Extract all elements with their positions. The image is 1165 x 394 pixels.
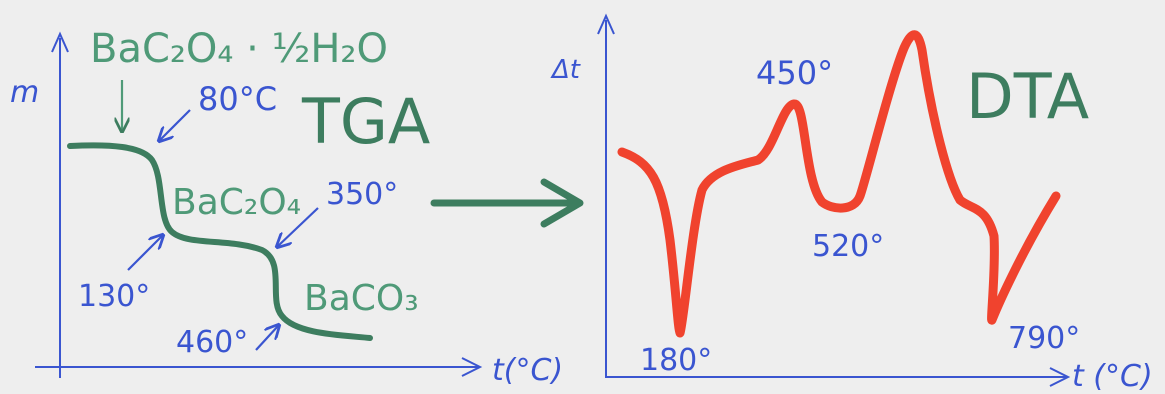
dta-curve [617,30,1061,338]
tga-80-arrow-icon [160,109,191,140]
tga-x-axis-arrow-icon [461,357,483,377]
tga-y-axis-arrow-icon [51,31,69,53]
tga-y-axis-label: m [10,75,39,110]
tga-label-carbonate: BaCO₃ [304,278,419,319]
dta-title: DTA [966,60,1089,133]
tga-temp-460: 460° [176,325,248,360]
dta-peak-790: 790° [1008,321,1080,356]
tga-x-axis-label: t(°C) [492,353,563,388]
connector-arrow-icon [430,178,584,228]
tga-460-arrow-icon [255,326,278,351]
dta-x-axis-label: t (°C) [1072,359,1153,394]
dta-x-axis-arrow-icon [1049,367,1071,387]
dta-panel: Δt t (°C) DTA 180° 450° 520° 790° [550,13,1153,394]
tga-label-anhydrous: BaC₂O₄ [172,182,301,223]
dta-peak-520: 520° [812,229,884,264]
tga-350-arrow-icon [278,207,319,246]
tga-title: TGA [301,85,430,158]
dta-peak-180: 180° [640,343,712,378]
tga-curve [67,142,373,341]
tga-label-hydrate: BaC₂O₄ · ½H₂O [90,26,388,72]
tga-130-arrow-icon [127,236,162,271]
tga-panel: m t(°C) TGA BaC₂O₄ · ½H₂O BaC₂O₄ BaCO₃ 8… [10,26,563,388]
dta-peak-450: 450° [756,54,833,92]
dta-y-axis-label: Δt [550,55,581,85]
tga-temp-130: 130° [78,279,150,314]
dta-y-axis-arrow-icon [597,13,615,35]
tga-temp-80: 80°C [198,80,277,118]
tga-temp-350: 350° [326,177,398,212]
